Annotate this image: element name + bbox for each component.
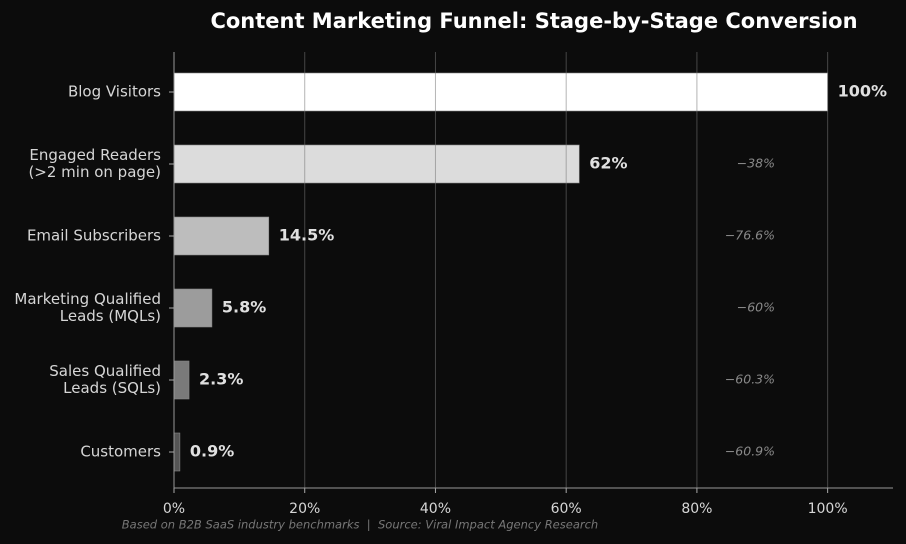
x-tick-label: 20% bbox=[289, 501, 320, 517]
value-label: 62% bbox=[589, 154, 627, 173]
drop-annotation: −60.9% bbox=[725, 444, 775, 459]
bars bbox=[173, 72, 828, 472]
x-tick-label: 0% bbox=[163, 501, 185, 517]
category-label: Sales Qualified Leads (SQLs) bbox=[49, 362, 161, 397]
bar bbox=[173, 144, 580, 184]
value-label: 5.8% bbox=[222, 298, 266, 317]
drop-annotation: −38% bbox=[737, 156, 775, 171]
category-label: Customers bbox=[80, 442, 161, 461]
footnote: Based on B2B SaaS industry benchmarks | … bbox=[122, 518, 598, 532]
bar bbox=[173, 360, 190, 400]
chart-title: Content Marketing Funnel: Stage-by-Stage… bbox=[210, 9, 857, 33]
value-label: 14.5% bbox=[279, 226, 335, 245]
x-tick-label: 40% bbox=[420, 501, 451, 517]
category-label: Marketing Qualified Leads (MQLs) bbox=[14, 290, 161, 325]
bar bbox=[173, 216, 270, 256]
drop-annotation: −60% bbox=[737, 300, 775, 315]
drop-annotation: −60.3% bbox=[725, 372, 775, 387]
drop-annotation: −76.6% bbox=[725, 228, 775, 243]
x-tick-label: 80% bbox=[681, 501, 712, 517]
value-label: 0.9% bbox=[190, 442, 234, 461]
value-label: 2.3% bbox=[199, 370, 243, 389]
value-label: 100% bbox=[838, 82, 887, 101]
grid bbox=[173, 52, 829, 488]
x-tick-label: 100% bbox=[808, 501, 848, 517]
x-tick-label: 60% bbox=[551, 501, 582, 517]
bar bbox=[173, 432, 181, 472]
category-label: Blog Visitors bbox=[67, 82, 161, 101]
category-label: Engaged Readers (>2 min on page) bbox=[28, 146, 161, 181]
bar bbox=[173, 72, 828, 112]
category-label: Email Subscribers bbox=[26, 226, 161, 245]
bar bbox=[173, 288, 213, 328]
